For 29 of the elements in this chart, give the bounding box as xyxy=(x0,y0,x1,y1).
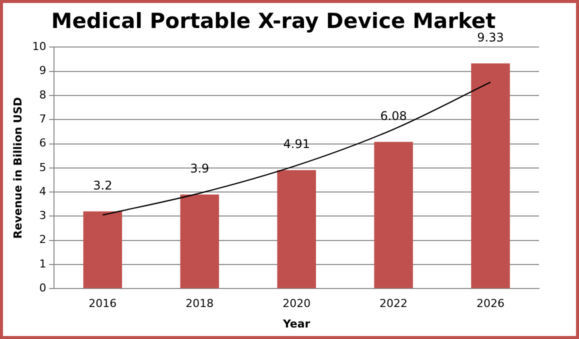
bar xyxy=(374,142,413,288)
bar xyxy=(180,194,220,288)
x-tick-label: 2026 xyxy=(476,297,505,310)
bar xyxy=(471,63,510,288)
data-label: 9.33 xyxy=(477,30,504,44)
bar xyxy=(83,211,122,288)
y-tick-label: 3 xyxy=(39,209,46,222)
y-tick-label: 4 xyxy=(39,184,46,198)
y-tick-label: 0 xyxy=(39,281,46,294)
y-tick-label: 9 xyxy=(39,64,46,78)
data-label: 6.08 xyxy=(380,108,407,123)
y-tick-label: 6 xyxy=(39,136,46,150)
y-axis-title: Revenue in Billion USD xyxy=(11,97,24,239)
chart-title: Medical Portable X-ray Device Market xyxy=(51,9,496,34)
y-tick-label: 10 xyxy=(32,40,46,54)
data-label: 3.9 xyxy=(190,162,210,176)
data-label: 3.2 xyxy=(93,178,112,192)
y-tick-label: 5 xyxy=(39,160,46,174)
y-tick-label: 1 xyxy=(39,257,46,270)
y-tick-label: 8 xyxy=(39,88,46,102)
x-tick-label: 2018 xyxy=(186,297,214,310)
bar xyxy=(277,170,316,288)
y-tick-label: 2 xyxy=(39,233,46,246)
y-tick-label: 7 xyxy=(39,112,46,126)
x-tick-label: 2020 xyxy=(282,297,311,310)
data-label: 4.91 xyxy=(283,137,310,152)
x-tick-label: 2016 xyxy=(88,297,117,310)
x-tick-label: 2022 xyxy=(380,297,408,310)
x-axis-title: Year xyxy=(282,317,311,330)
